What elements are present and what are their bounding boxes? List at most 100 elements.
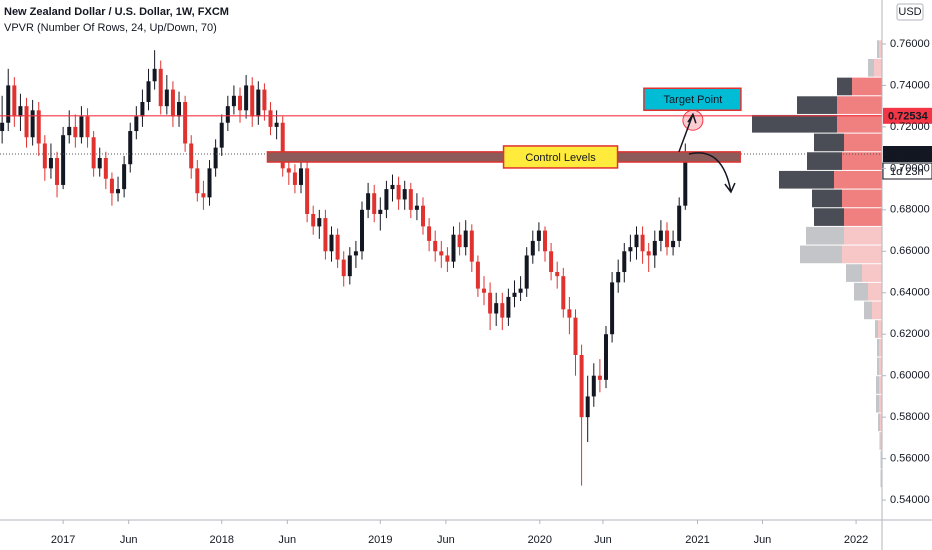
- candle-body: [585, 396, 590, 418]
- vp-down: [880, 450, 881, 469]
- chart-title: New Zealand Dollar / U.S. Dollar, 1W, FX…: [4, 6, 229, 18]
- candle-body: [414, 205, 419, 210]
- candle-body: [500, 303, 505, 318]
- candle-body: [378, 209, 383, 214]
- candle-body: [652, 240, 657, 256]
- candle-body: [329, 234, 334, 252]
- candle-body: [524, 255, 529, 289]
- vp-up: [879, 40, 882, 58]
- candle-body: [683, 155, 688, 206]
- y-tick-label: 0.54000: [890, 494, 930, 506]
- candle-body: [250, 85, 255, 117]
- candle-body: [323, 218, 328, 252]
- vp-down: [854, 282, 868, 301]
- candle-body: [451, 234, 456, 262]
- candle-body: [122, 164, 127, 190]
- candle-body: [482, 288, 487, 293]
- vp-down: [878, 413, 880, 432]
- vp-down: [846, 264, 862, 282]
- y-tick-label: 0.68000: [890, 204, 930, 216]
- candle-body: [610, 282, 615, 335]
- candle-body: [634, 234, 639, 248]
- vp-down: [837, 77, 852, 96]
- candle-body: [79, 116, 84, 138]
- vp-down: [812, 189, 842, 208]
- candle-body: [603, 334, 608, 380]
- candle-body: [427, 226, 432, 241]
- vp-up: [874, 58, 882, 77]
- y-tick-label: 0.72000: [890, 121, 930, 133]
- candle-body: [494, 303, 499, 314]
- candle-body: [512, 292, 517, 297]
- currency-label[interactable]: USD: [898, 6, 921, 18]
- vp-up: [837, 114, 882, 133]
- candle-body: [170, 89, 175, 117]
- arrow-up: [678, 112, 697, 153]
- currency-box[interactable]: [896, 3, 924, 21]
- candle-body: [311, 213, 316, 227]
- vp-up: [868, 282, 882, 301]
- candle-body: [402, 189, 407, 200]
- candle-body: [299, 168, 304, 185]
- candle-body: [18, 106, 23, 117]
- target-label-box: [643, 87, 742, 112]
- x-tick-label: 2017: [51, 534, 75, 546]
- vp-down: [864, 301, 872, 320]
- candle-body: [256, 89, 261, 117]
- candle-body: [421, 205, 426, 227]
- candle-body: [457, 234, 462, 248]
- vp-down: [752, 114, 837, 133]
- candle-body: [445, 255, 450, 262]
- candle-body: [146, 81, 151, 103]
- candle-body: [225, 106, 230, 123]
- candle-body: [244, 85, 249, 111]
- y-tick-label: 0.56000: [890, 453, 930, 465]
- last-price-label: 0.70692: [888, 149, 928, 161]
- vp-up: [842, 245, 882, 264]
- vp-down: [875, 320, 878, 338]
- candle-body: [353, 251, 358, 256]
- target-price-box: [883, 107, 932, 124]
- vp-down: [877, 357, 879, 376]
- vp-down: [876, 376, 879, 394]
- candle-body: [140, 102, 145, 117]
- candle-body: [73, 126, 78, 138]
- indicator-label: VPVR (Number Of Rows, 24, Up/Down, 70): [4, 22, 217, 34]
- candle-body: [664, 230, 669, 248]
- candle-body: [372, 193, 377, 214]
- vp-down: [807, 152, 842, 170]
- vp-down: [877, 338, 879, 357]
- vp-down: [779, 170, 834, 189]
- vp-up: [862, 264, 882, 282]
- candle-body: [549, 251, 554, 273]
- candle-body: [335, 234, 340, 260]
- vp-down: [814, 208, 844, 226]
- candle-body: [207, 168, 212, 198]
- candle-body: [6, 85, 11, 123]
- candle-body: [408, 189, 413, 210]
- candle-body: [628, 247, 633, 252]
- candle-body: [12, 85, 17, 117]
- candle-body: [231, 95, 236, 107]
- candle-body: [274, 122, 279, 127]
- vp-up: [879, 357, 882, 376]
- target-label: Target Point: [664, 94, 723, 106]
- candle-body: [433, 240, 438, 252]
- candle-body: [597, 375, 602, 380]
- vp-up: [852, 77, 882, 96]
- candle-body: [384, 189, 389, 210]
- candle-body: [555, 272, 560, 277]
- vp-down: [800, 245, 842, 264]
- vp-up: [872, 301, 882, 320]
- candle-body: [518, 288, 523, 293]
- candle-body: [573, 317, 578, 355]
- vp-down: [797, 96, 837, 114]
- target-price-label: 0.72534: [888, 111, 929, 123]
- candle-body: [591, 375, 596, 397]
- x-tick-label: 2019: [368, 534, 392, 546]
- x-tick-label: 2020: [528, 534, 552, 546]
- y-tick-label: 0.60000: [890, 370, 930, 382]
- x-tick-label: 2018: [209, 534, 233, 546]
